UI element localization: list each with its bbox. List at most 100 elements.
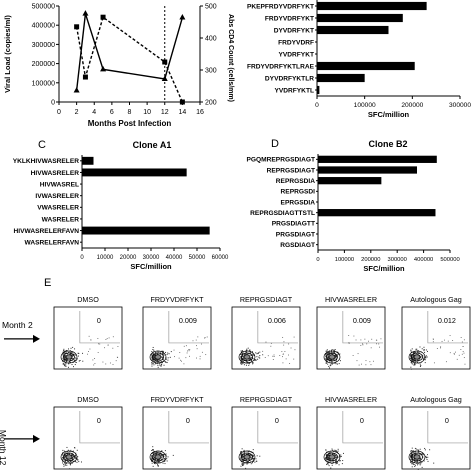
panel-e-event xyxy=(273,354,275,356)
panel-e-event xyxy=(71,458,73,460)
panel-d-category-label: PRGSDIAGT xyxy=(276,231,315,238)
panel-e-event xyxy=(105,363,107,365)
panel-e-event xyxy=(337,363,339,365)
panel-e-event xyxy=(423,356,425,358)
panel-e-event xyxy=(117,346,119,347)
panel-e-event xyxy=(151,363,153,365)
panel-e-event xyxy=(353,335,355,337)
panel-e-event xyxy=(153,357,155,359)
panel-e-event xyxy=(65,460,67,462)
panel-e-event xyxy=(443,339,445,341)
panel-e-event xyxy=(252,354,254,356)
panel-e-event xyxy=(199,358,201,360)
panel-e-event xyxy=(241,448,243,450)
panel-e-event xyxy=(152,449,154,451)
panel-e-event xyxy=(270,342,272,344)
panel-e-event xyxy=(67,461,69,463)
panel-e-event xyxy=(279,355,281,356)
panel-e-event xyxy=(151,458,153,460)
panel-e-event xyxy=(421,348,423,350)
panel-e-event xyxy=(413,454,415,456)
panel-c-x-tick-label: 20000 xyxy=(120,255,137,261)
panel-e-event xyxy=(65,358,67,360)
panel-e-event xyxy=(74,348,76,350)
panel-e-plot-frame xyxy=(401,406,471,470)
panel-e-event xyxy=(412,455,414,457)
panel-e-event xyxy=(414,459,416,461)
panel-e-event xyxy=(242,355,244,357)
panel-e-event xyxy=(348,342,350,344)
panel-e-event xyxy=(152,359,154,361)
panel-e-event xyxy=(67,453,69,455)
panel-e-event xyxy=(68,453,70,455)
panel-e-event xyxy=(64,460,66,462)
panel-e-event xyxy=(62,462,64,464)
panel-e-event xyxy=(326,456,328,458)
panel-e-event xyxy=(66,350,68,352)
panel-e-event xyxy=(418,449,420,451)
panel-e-event xyxy=(167,352,169,354)
panel-c-bar xyxy=(82,156,94,165)
panel-e-event xyxy=(163,454,165,456)
panel-e-event xyxy=(243,454,245,456)
panel-b-bar xyxy=(317,1,427,11)
panel-e-event xyxy=(154,359,156,361)
panel-e-event xyxy=(249,357,251,359)
panel-e-event xyxy=(327,463,329,465)
panel-e-event xyxy=(420,460,422,462)
panel-e-event xyxy=(152,346,154,348)
panel-e-event xyxy=(183,363,185,365)
panel-e-event xyxy=(325,356,327,358)
panel-e-gate xyxy=(257,411,298,444)
panel-e-event xyxy=(76,358,78,360)
panel-e-event xyxy=(251,456,253,458)
panel-e-event xyxy=(331,361,333,363)
panel-e-event xyxy=(327,351,329,353)
panel-e-event xyxy=(159,364,161,366)
panel-e-event xyxy=(99,343,101,345)
panel-e-event xyxy=(166,458,168,460)
panel-e-event xyxy=(240,363,242,365)
panel-e-event xyxy=(71,462,73,464)
panel-e-event xyxy=(155,451,157,453)
panel-e-event xyxy=(185,345,187,347)
panel-e-event xyxy=(335,363,337,365)
panel-e-event xyxy=(69,462,71,464)
panel-e-event xyxy=(330,352,332,354)
panel-e-event xyxy=(328,352,330,354)
panel-e-event xyxy=(152,353,154,355)
panel-e-event-cloud xyxy=(325,335,382,369)
panel-e-event xyxy=(246,463,248,465)
panel-e-event xyxy=(154,459,156,461)
panel-e-event xyxy=(63,465,65,467)
panel-e-event xyxy=(248,364,250,366)
panel-b-x-tick-label: 100000 xyxy=(354,102,376,109)
panel-e-event xyxy=(82,360,84,362)
panel-e-event xyxy=(112,364,114,366)
panel-e-event xyxy=(241,359,243,361)
panel-e-event xyxy=(105,339,107,340)
panel-e-event xyxy=(241,459,243,461)
panel-e-event xyxy=(272,359,274,360)
panel-e-event xyxy=(162,462,164,464)
panel-e-event xyxy=(335,450,337,452)
panel-e-event xyxy=(426,458,428,460)
panel-e-event xyxy=(249,459,251,461)
panel-e-event xyxy=(327,358,329,360)
panel-e-event xyxy=(240,357,242,359)
panel-e-event xyxy=(331,349,333,351)
panel-e-event xyxy=(167,359,169,361)
panel-e-event xyxy=(329,453,331,455)
panel-b-category-label: FRDYVDRFYKTLRAE xyxy=(247,63,315,70)
panel-e-event xyxy=(421,453,423,455)
panel-e-event xyxy=(240,361,242,363)
panel-e-event xyxy=(412,360,414,362)
panel-e-event xyxy=(369,361,371,363)
panel-e-event xyxy=(340,454,342,456)
panel-e-event xyxy=(154,460,156,462)
panel-e-event xyxy=(156,451,158,453)
panel-e-event xyxy=(331,359,333,361)
panel-e-gate-value: 0 xyxy=(97,416,101,425)
panel-a-right-tick-label: 300 xyxy=(205,68,217,75)
panel-e-event xyxy=(418,362,420,364)
